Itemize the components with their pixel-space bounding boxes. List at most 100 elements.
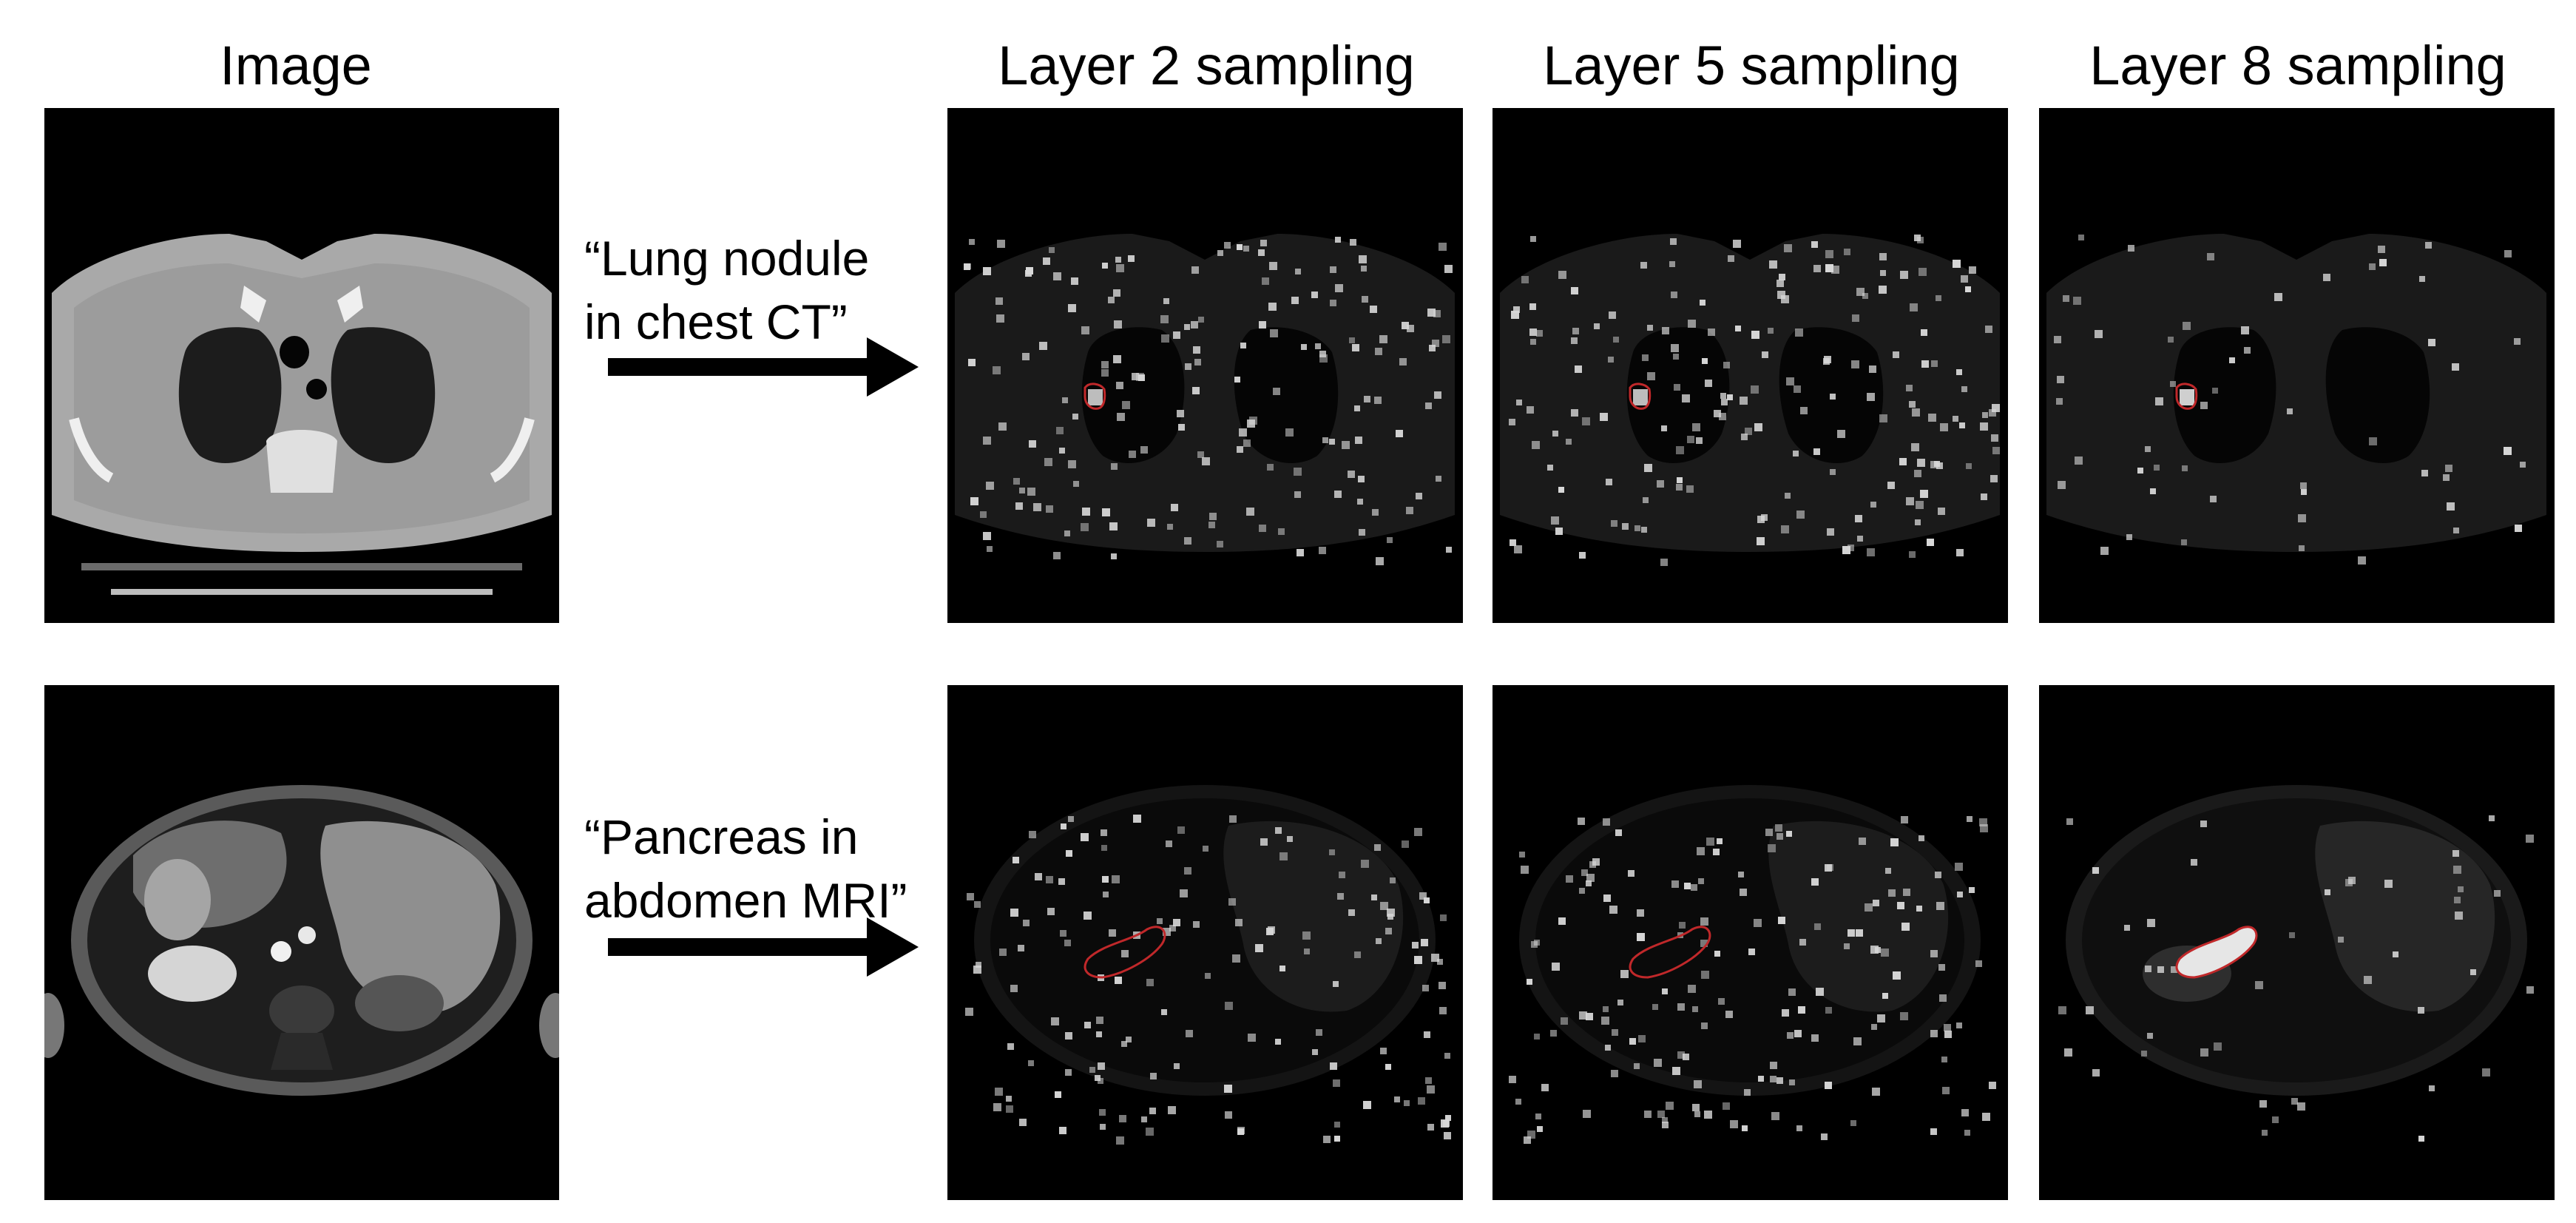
sample-point xyxy=(1082,508,1090,516)
sample-point xyxy=(2200,402,2208,409)
sample-point xyxy=(1191,266,1199,274)
sample-point xyxy=(1637,909,1644,917)
sample-point xyxy=(974,901,981,908)
sample-point xyxy=(970,497,978,505)
sample-point xyxy=(1051,1017,1059,1025)
sample-point xyxy=(1989,409,1996,417)
sample-point xyxy=(1006,1105,1013,1113)
lung-nodule-target xyxy=(1088,389,1103,405)
sample-point xyxy=(1628,870,1634,877)
sample-point xyxy=(1396,430,1403,437)
sample-point xyxy=(1920,490,1928,498)
sample-point xyxy=(1811,1034,1819,1042)
sample-point xyxy=(1248,1034,1256,1042)
sample-point xyxy=(2494,890,2501,897)
sample-point xyxy=(1831,266,1839,274)
sample-point xyxy=(1961,386,1967,392)
sample-point xyxy=(1427,1085,1435,1094)
sample-point xyxy=(2520,462,2526,468)
sample-point xyxy=(1813,265,1821,272)
sample-point xyxy=(1848,545,1854,551)
sample-point xyxy=(1622,523,1629,530)
sample-point xyxy=(1354,951,1361,958)
sample-point xyxy=(2299,545,2305,551)
sample-point xyxy=(2325,889,2330,895)
sample-point xyxy=(1275,1039,1281,1045)
sample-point xyxy=(2358,556,2366,565)
sample-point xyxy=(1015,502,1023,510)
sample-point xyxy=(2489,815,2495,821)
sample-point xyxy=(1700,917,1708,926)
sample-point xyxy=(2379,259,2387,266)
sample-point xyxy=(1566,875,1573,883)
sample-point xyxy=(976,962,981,968)
sample-point xyxy=(1719,413,1726,420)
sample-point xyxy=(2124,925,2130,931)
chest-layer8-sampling xyxy=(2039,108,2555,623)
sample-point xyxy=(1897,902,1904,909)
sample-point xyxy=(1873,900,1879,906)
sample-point xyxy=(1811,241,1818,248)
column-title-image: Image xyxy=(220,35,372,96)
sample-point xyxy=(1059,448,1065,454)
sample-point xyxy=(1301,344,1307,350)
sample-point xyxy=(1906,385,1913,391)
sample-point xyxy=(1440,914,1447,921)
sample-point xyxy=(1109,929,1116,937)
sample-point xyxy=(987,546,993,552)
sample-point xyxy=(1029,831,1036,838)
sample-point xyxy=(1870,946,1879,954)
sample-point xyxy=(1714,410,1721,417)
sample-point xyxy=(1302,931,1311,940)
sample-point xyxy=(1586,880,1592,886)
sample-point xyxy=(1921,329,1927,336)
sample-point xyxy=(1927,539,1934,546)
sample-point xyxy=(1442,335,1450,343)
sample-point xyxy=(1794,1030,1802,1037)
sample-point xyxy=(1342,441,1350,449)
sample-point xyxy=(1239,428,1247,437)
sample-point xyxy=(1754,919,1762,927)
sample-point xyxy=(1399,358,1407,365)
chest-ct-image xyxy=(44,108,559,623)
sample-point xyxy=(1323,1136,1331,1143)
sample-point xyxy=(2244,347,2251,354)
sample-point xyxy=(1294,468,1302,476)
sample-point xyxy=(1900,1012,1908,1020)
sample-point xyxy=(1982,412,1988,418)
sample-point xyxy=(1102,508,1110,516)
sample-point xyxy=(1059,1127,1066,1134)
sample-point xyxy=(1856,288,1865,296)
sample-point xyxy=(1930,1128,1937,1135)
sample-point xyxy=(1609,311,1616,319)
sample-point xyxy=(1424,897,1430,903)
sample-point xyxy=(1163,298,1169,304)
sample-point xyxy=(1511,311,1519,319)
sample-point xyxy=(1436,476,1441,482)
sample-point xyxy=(1696,437,1703,444)
sample-point xyxy=(1385,928,1392,934)
sample-point xyxy=(2150,488,2156,494)
sample-point xyxy=(2212,388,2218,394)
sample-point xyxy=(1798,1006,1805,1014)
sample-point xyxy=(2369,437,2377,445)
sample-point xyxy=(1575,365,1582,373)
sample-point xyxy=(1885,868,1891,874)
sample-point xyxy=(1862,293,1868,299)
sample-point xyxy=(1060,930,1066,937)
sample-point xyxy=(1527,1131,1535,1139)
sample-point xyxy=(997,240,1005,248)
sample-point xyxy=(1184,324,1190,330)
sample-point xyxy=(1771,1112,1779,1120)
sample-point xyxy=(1348,471,1355,478)
sample-point xyxy=(1871,1024,1877,1030)
sample-point xyxy=(1096,1017,1103,1024)
sample-point xyxy=(1723,1102,1730,1110)
sample-point xyxy=(2452,850,2459,857)
sample-point xyxy=(1901,923,1910,931)
sample-point xyxy=(1768,328,1774,334)
sample-point xyxy=(1758,1076,1764,1082)
sample-point xyxy=(1102,876,1109,883)
sample-point xyxy=(2157,966,2164,973)
sample-point xyxy=(1509,419,1515,425)
